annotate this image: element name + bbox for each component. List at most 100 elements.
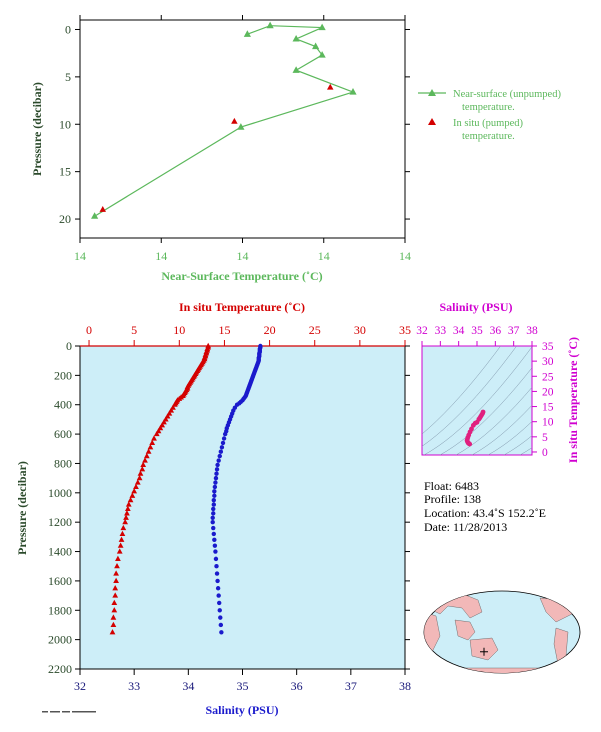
- near-surface-point: [312, 42, 320, 50]
- salinity-point: [221, 436, 227, 441]
- x-tick-label: 14: [155, 249, 167, 263]
- ts-point: [467, 441, 473, 447]
- salinity-axis-label: Salinity (PSU): [205, 703, 278, 717]
- temperature-point: [134, 479, 141, 485]
- near-surface-line: [94, 25, 355, 217]
- density-contour-line: [503, 435, 532, 455]
- salinity-point: [210, 519, 215, 525]
- near-surface-x-axis-label: Near-Surface Temperature (˚C): [161, 269, 322, 283]
- salinity-point: [213, 549, 218, 554]
- pressure-tick-label: 800: [54, 456, 72, 470]
- world-map: [423, 590, 581, 674]
- salinity-point: [211, 497, 216, 503]
- temperature-tick-label: 30: [354, 323, 366, 337]
- near-surface-y-axis-label: Pressure (decibar): [30, 82, 44, 176]
- density-contour-line: [439, 367, 532, 455]
- ts-salinity-axis-label: Salinity (PSU): [439, 300, 512, 314]
- africa-landmass: [424, 611, 441, 653]
- temperature-point: [111, 607, 118, 613]
- pressure-tick-label: 0: [66, 339, 72, 353]
- salinity-axis-ticks: 32 33 34 35 36 37 38: [74, 669, 411, 693]
- salinity-point: [211, 511, 216, 516]
- temperature-tick-label: 5: [131, 323, 137, 337]
- salinity-tick-label: 37: [345, 679, 357, 693]
- salinity-point: [215, 462, 220, 468]
- in-situ-point: [231, 117, 238, 124]
- antarctica-landmass: [439, 667, 561, 673]
- salinity-point: [212, 537, 217, 542]
- temperature-point: [114, 563, 120, 569]
- temperature-tick-label: 15: [218, 323, 230, 337]
- ts-salinity-tick-label: 36: [490, 325, 502, 337]
- temperature-point: [124, 510, 130, 516]
- y-tick-label: 0: [65, 22, 71, 36]
- density-contours: [422, 346, 532, 455]
- salinity-point: [213, 480, 218, 485]
- near-surface-x-ticks: 14 14 14 14 14: [74, 15, 411, 263]
- location-text: Location: 43.4˚S 152.2˚E: [424, 506, 546, 520]
- salinity-point: [216, 593, 221, 598]
- salinity-point: [220, 440, 226, 446]
- salinity-point: [212, 489, 217, 494]
- ts-point: [470, 422, 476, 428]
- salinity-tick-label: 32: [74, 679, 86, 693]
- temperature-tick-label: 25: [309, 323, 321, 337]
- salinity-point: [218, 615, 223, 620]
- temperature-point: [133, 483, 139, 490]
- salinity-point: [211, 502, 216, 507]
- near-surface-point: [318, 51, 326, 58]
- salinity-point: [214, 471, 219, 476]
- salinity-point: [215, 586, 221, 591]
- legend-in-situ-label-1: In situ (pumped): [453, 118, 523, 129]
- salinity-tick-label: 38: [399, 679, 411, 693]
- temperature-point: [125, 501, 132, 507]
- temperature-point: [120, 524, 127, 531]
- ts-salinity-tick-label: 35: [471, 325, 483, 337]
- legend-in-situ-label-2: temperature.: [462, 131, 515, 142]
- temperature-point: [136, 474, 143, 481]
- near-surface-point: [349, 88, 357, 95]
- temperature-point: [116, 548, 123, 554]
- salinity-point: [219, 445, 225, 450]
- ts-salinity-tick-label: 37: [508, 325, 520, 337]
- near-surface-legend: Near-surface (unpumped) temperature. In …: [418, 89, 561, 142]
- footnote: [42, 711, 96, 713]
- pressure-tick-label: 400: [54, 398, 72, 412]
- density-contour-line: [471, 404, 532, 455]
- ts-temperature-tick-label: 20: [542, 386, 554, 398]
- salinity-point: [212, 493, 217, 498]
- y-tick-label: 10: [59, 117, 71, 131]
- pressure-tick-label: 1400: [48, 545, 72, 559]
- salinity-point: [222, 431, 228, 437]
- ts-salinity-tick-label: 34: [453, 325, 465, 337]
- near-surface-panel: 0 5 10 15 20 14 14 14 14 14 Near-Surface Tempera…: [30, 15, 411, 283]
- temperature-point: [122, 518, 129, 525]
- near-surface-point: [292, 66, 300, 73]
- temperature-point: [119, 530, 126, 537]
- pressure-axis-ticks: 0 200 400 600 800 1000 1200 1400 1600 1800 2000 220…: [48, 339, 410, 676]
- temperature-point: [115, 555, 121, 561]
- temperature-point: [110, 621, 117, 628]
- pressure-tick-label: 200: [54, 368, 72, 382]
- temperature-point: [147, 444, 154, 450]
- near-surface-point: [292, 34, 300, 42]
- salinity-point: [212, 484, 218, 490]
- salinity-tick-label: 33: [128, 679, 140, 693]
- ts-series: [464, 409, 486, 447]
- temperature-point: [139, 466, 146, 472]
- pressure-tick-label: 2200: [48, 662, 72, 676]
- temperature-point: [143, 452, 150, 459]
- ts-temperature-tick-label: 25: [542, 371, 554, 383]
- salinity-point: [215, 578, 220, 584]
- near-surface-y-ticks: 0 5 10 15 20: [59, 22, 410, 226]
- temperature-axis-label: In situ Temperature (˚C): [179, 300, 305, 314]
- pressure-tick-label: 2000: [48, 633, 72, 647]
- temperature-tick-label: 0: [86, 323, 92, 337]
- salinity-point: [214, 467, 220, 472]
- pressure-tick-label: 1600: [48, 574, 72, 588]
- legend-near-surface-label-2: temperature.: [462, 102, 515, 113]
- x-tick-label: 14: [237, 249, 249, 263]
- density-contour-line: [455, 386, 532, 455]
- temperature-point: [129, 492, 136, 498]
- temperature-point: [145, 448, 152, 454]
